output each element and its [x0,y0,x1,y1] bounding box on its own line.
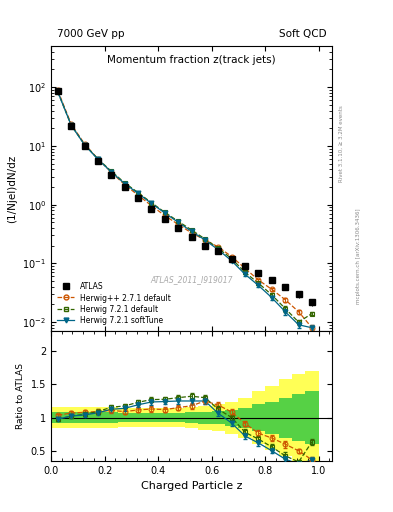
X-axis label: Charged Particle z: Charged Particle z [141,481,242,491]
Y-axis label: (1/Njel)dN/dz: (1/Njel)dN/dz [7,155,17,223]
Text: mcplots.cern.ch [arXiv:1306.3436]: mcplots.cern.ch [arXiv:1306.3436] [356,208,361,304]
Text: Soft QCD: Soft QCD [279,29,327,39]
Text: Momentum fraction z(track jets): Momentum fraction z(track jets) [107,55,276,65]
Y-axis label: Ratio to ATLAS: Ratio to ATLAS [16,363,25,429]
Text: 7000 GeV pp: 7000 GeV pp [57,29,124,39]
Legend: ATLAS, Herwig++ 2.7.1 default, Herwig 7.2.1 default, Herwig 7.2.1 softTune: ATLAS, Herwig++ 2.7.1 default, Herwig 7.… [55,280,173,327]
Text: ATLAS_2011_I919017: ATLAS_2011_I919017 [151,275,233,284]
Text: Rivet 3.1.10, ≥ 3.2M events: Rivet 3.1.10, ≥ 3.2M events [339,105,344,182]
